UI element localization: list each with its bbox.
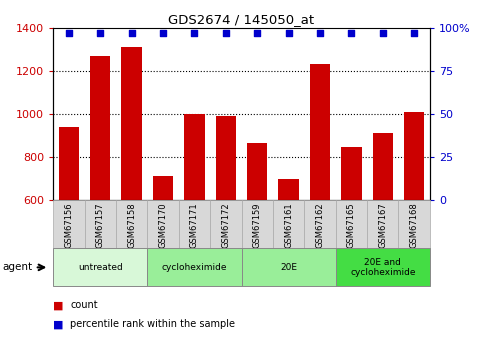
Text: GSM67171: GSM67171 (190, 203, 199, 248)
Bar (90, 56, 111, 200)
Text: GSM67156: GSM67156 (64, 203, 73, 248)
Bar (184, 114, 205, 200)
Point (253, 30, 261, 36)
Bar (215, 116, 236, 200)
Bar (179, 200, 210, 248)
Text: ■: ■ (53, 300, 64, 310)
Bar (147, 248, 242, 286)
Bar (242, 200, 273, 248)
Text: cycloheximide: cycloheximide (162, 263, 227, 272)
Text: GSM67170: GSM67170 (158, 203, 168, 248)
Point (159, 30, 167, 36)
Text: GSM67161: GSM67161 (284, 203, 293, 248)
Text: count: count (70, 300, 98, 310)
Bar (367, 200, 398, 248)
Bar (310, 64, 330, 200)
Bar (372, 133, 393, 200)
Bar (304, 200, 336, 248)
Point (222, 30, 230, 36)
Point (285, 30, 293, 36)
Bar (121, 47, 142, 200)
Bar (278, 179, 299, 200)
Bar (242, 248, 336, 286)
Point (97, 30, 104, 36)
Bar (85, 200, 116, 248)
Point (191, 30, 199, 36)
Point (65, 30, 73, 36)
Text: ■: ■ (53, 319, 64, 329)
Bar (273, 200, 304, 248)
Bar (398, 200, 430, 248)
Bar (336, 248, 430, 286)
Bar (153, 176, 173, 200)
Bar (58, 127, 79, 200)
Point (379, 30, 387, 36)
Bar (147, 200, 179, 248)
Point (348, 30, 355, 36)
Bar (247, 143, 268, 200)
Bar (404, 112, 425, 200)
Text: GSM67172: GSM67172 (221, 203, 230, 248)
Text: GSM67167: GSM67167 (378, 203, 387, 248)
Bar (210, 200, 242, 248)
Title: GDS2674 / 145050_at: GDS2674 / 145050_at (169, 13, 314, 27)
Text: GSM67168: GSM67168 (410, 203, 419, 248)
Text: percentile rank within the sample: percentile rank within the sample (70, 319, 235, 329)
Bar (53, 248, 147, 286)
Bar (53, 200, 85, 248)
Point (411, 30, 418, 36)
Text: GSM67162: GSM67162 (315, 203, 325, 248)
Text: agent: agent (2, 263, 32, 272)
Text: 20E and
cycloheximide: 20E and cycloheximide (350, 258, 415, 277)
Bar (341, 147, 362, 200)
Text: GSM67158: GSM67158 (127, 203, 136, 248)
Text: GSM67165: GSM67165 (347, 203, 356, 248)
Point (316, 30, 324, 36)
Text: GSM67157: GSM67157 (96, 203, 105, 248)
Text: GSM67159: GSM67159 (253, 203, 262, 248)
Text: 20E: 20E (280, 263, 297, 272)
Text: untreated: untreated (78, 263, 123, 272)
Point (128, 30, 135, 36)
Bar (336, 200, 367, 248)
Bar (116, 200, 147, 248)
